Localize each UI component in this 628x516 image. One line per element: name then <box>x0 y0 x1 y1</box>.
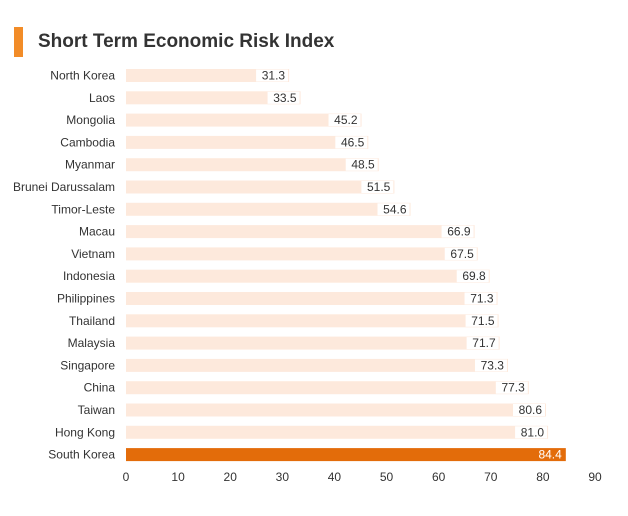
category-label: Thailand <box>69 314 115 328</box>
value-label-box <box>464 292 497 305</box>
value-label: 46.5 <box>341 135 365 149</box>
category-label: Malaysia <box>68 336 116 350</box>
value-label: 84.4 <box>538 448 562 462</box>
value-label: 54.6 <box>383 202 407 216</box>
x-tick-label: 10 <box>171 470 185 484</box>
category-label: Hong Kong <box>55 425 115 439</box>
category-label: Myanmar <box>65 158 115 172</box>
value-label: 66.9 <box>447 225 471 239</box>
value-label-box <box>335 136 368 149</box>
value-label-box <box>256 69 289 82</box>
chart-title-block: Short Term Economic Risk Index <box>14 26 334 58</box>
bar-highlighted <box>126 448 566 462</box>
bar <box>126 403 547 417</box>
x-tick-label: 80 <box>536 470 550 484</box>
chart-title: Short Term Economic Risk Index <box>38 31 335 52</box>
category-label: Singapore <box>60 358 115 372</box>
value-label-box <box>361 181 394 193</box>
value-label: 33.5 <box>273 91 297 105</box>
value-label: 71.3 <box>470 292 494 306</box>
bar <box>126 225 475 239</box>
value-label: 81.0 <box>521 425 545 439</box>
value-label: 67.5 <box>450 247 474 261</box>
bar <box>126 425 549 439</box>
value-label-box <box>377 203 410 216</box>
bar <box>126 202 411 216</box>
bar <box>126 358 508 372</box>
bar <box>126 180 395 194</box>
bar <box>126 91 301 105</box>
value-label-box <box>444 247 477 260</box>
value-label: 71.5 <box>471 314 495 328</box>
value-label: 73.3 <box>481 358 505 372</box>
value-label-box <box>267 91 300 104</box>
category-label: Indonesia <box>63 269 115 283</box>
x-tick-label: 90 <box>588 470 602 484</box>
category-label: North Korea <box>50 69 115 83</box>
value-label-box <box>328 114 361 127</box>
bar <box>126 69 290 82</box>
x-tick-label: 0 <box>123 470 130 484</box>
value-label-box <box>345 158 378 171</box>
value-label-box <box>513 404 546 416</box>
value-label: 45.2 <box>334 113 358 127</box>
x-tick-label: 60 <box>432 470 446 484</box>
category-label: Cambodia <box>60 135 115 149</box>
category-label: Timor-Leste <box>51 202 115 216</box>
x-tick-label: 20 <box>224 470 238 484</box>
value-label-box <box>466 337 499 350</box>
bar <box>126 135 369 149</box>
bar <box>126 314 499 328</box>
value-label: 51.5 <box>367 180 391 194</box>
category-label: Taiwan <box>78 403 115 417</box>
bar <box>126 336 500 350</box>
value-label: 77.3 <box>501 381 525 395</box>
value-label-box <box>441 225 474 238</box>
bar <box>126 113 362 127</box>
x-tick-label: 50 <box>380 470 394 484</box>
value-label: 80.6 <box>519 403 543 417</box>
bar <box>126 381 529 395</box>
value-label: 69.8 <box>462 269 486 283</box>
category-label: Vietnam <box>71 247 115 261</box>
x-tick-label: 70 <box>484 470 498 484</box>
x-tick-label: 30 <box>276 470 290 484</box>
bar <box>126 292 498 305</box>
category-label: Mongolia <box>66 113 115 127</box>
value-label: 48.5 <box>351 158 375 172</box>
category-label: Laos <box>89 91 115 105</box>
x-tick-label: 40 <box>328 470 342 484</box>
bar <box>126 269 490 283</box>
category-label: South Korea <box>48 448 115 462</box>
bar <box>126 247 478 261</box>
bar <box>126 158 379 172</box>
value-label-box <box>495 381 528 394</box>
category-label: Philippines <box>57 292 115 306</box>
value-label-box <box>474 359 507 372</box>
value-label-box <box>515 426 548 439</box>
value-label-box <box>465 314 498 327</box>
value-label: 71.7 <box>472 336 496 350</box>
category-label: Brunei Darussalam <box>13 180 115 194</box>
title-accent-bar <box>14 27 23 57</box>
category-label: Macau <box>79 225 115 239</box>
category-label: China <box>84 381 116 395</box>
value-label-box <box>456 270 489 283</box>
value-label: 31.3 <box>262 69 286 83</box>
